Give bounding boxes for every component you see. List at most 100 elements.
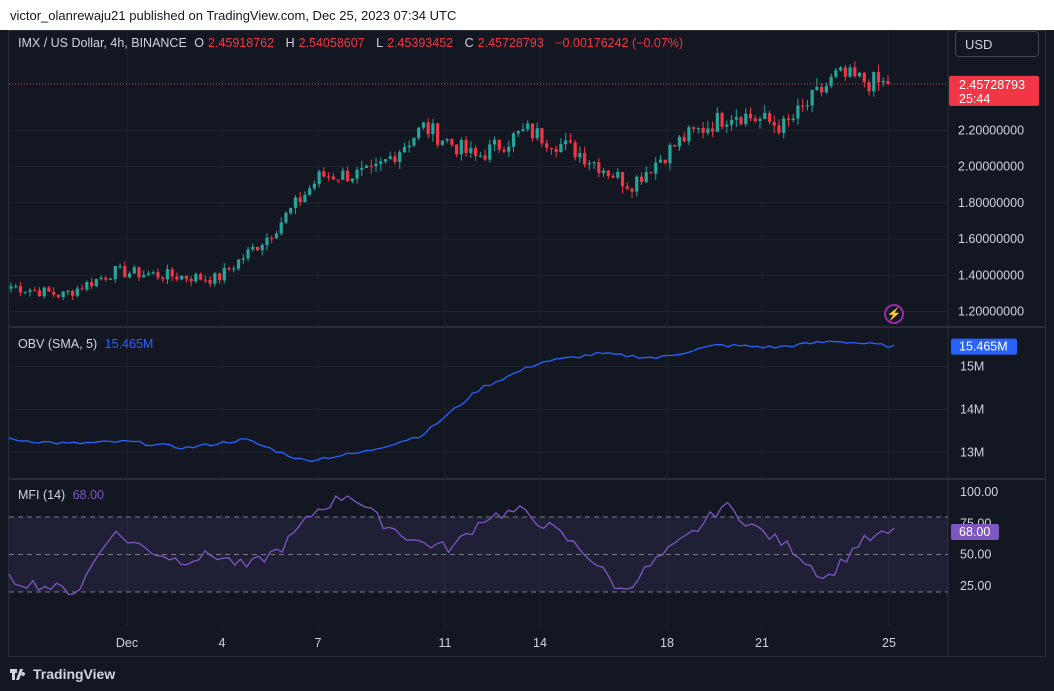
candle-body [37,290,42,297]
x-tick-label: Dec [116,636,138,650]
candle-body [331,176,335,180]
obv-tick-label: 15M [960,360,984,374]
candle-body [18,286,23,293]
candle-body [165,269,170,280]
candle-body [734,117,738,120]
candle-body [345,170,350,182]
candle-body [701,127,705,133]
candle-body [170,269,174,277]
candle-body [578,153,582,158]
candle-body [194,273,198,282]
mfi-tick-label: 25.00 [960,579,991,593]
mfi-label[interactable]: MFI (14) [18,488,66,502]
mfi-line [8,495,895,596]
candle-body [56,294,61,298]
candle-body [184,275,188,279]
candle-body [398,152,402,162]
price-tag-countdown: 25:44 [959,92,990,106]
candle-body [118,266,122,268]
candle-body [843,67,847,77]
candle-body [28,290,32,292]
candle-body [782,118,786,133]
candle-body [374,163,378,167]
candle-body [715,112,719,132]
candle-body [488,144,492,160]
candle-body [587,163,591,165]
candle-body [820,86,824,93]
candle-body [364,165,369,168]
candle-body [274,233,279,239]
candle-body [336,179,340,181]
low-value: 2.45393452 [387,36,454,50]
candle-body [564,140,568,145]
candle-body [635,176,639,192]
candle-body [431,123,435,135]
candle-body [436,123,440,145]
candle-body [412,137,416,146]
candle-body [426,122,430,135]
candle-body [630,188,634,192]
mfi-value: 68.00 [72,488,104,502]
price-tick-label: 2.00000000 [958,160,1024,174]
candle-body [583,153,587,165]
candle-body [260,245,264,251]
tradingview-wordmark: TradingView [33,666,116,682]
candle-body [146,273,151,275]
candle-body [99,277,103,280]
x-tick-label: 4 [219,636,226,650]
symbol-title[interactable]: IMX / US Dollar, 4h, BINANCE [18,36,187,50]
candle-body [601,170,606,173]
candle-body [341,170,345,180]
obv-label[interactable]: OBV (SMA, 5) [18,337,98,351]
candle-body [483,155,487,160]
candle-body [440,140,444,145]
candle-body [862,72,866,83]
obv-line [8,340,895,463]
high-key: H [285,36,295,50]
candle-body [867,82,871,92]
candle-body [654,162,658,174]
mfi-legend: MFI (14) 68.00 [18,488,104,502]
candle-body [857,72,862,77]
currency-button[interactable]: USD [955,31,1039,57]
candle-body [80,288,84,290]
candle-body [872,72,876,92]
candle-body [824,86,828,93]
candle-body [597,162,601,173]
candle-body [687,127,691,142]
candle-body [682,136,686,142]
candle-body [161,277,165,280]
obv-tick-label: 13M [960,445,984,459]
symbol-legend: IMX / US Dollar, 4h, BINANCE O 2.45918762… [18,36,687,50]
candle-body [611,175,615,178]
candle-body [284,212,288,223]
candle-body [312,183,316,189]
candle-body [834,70,838,77]
candle-body [692,127,696,129]
candle-body [241,258,245,260]
candle-body [303,194,307,203]
candle-body [492,139,497,145]
price-tick-label: 1.40000000 [958,268,1024,282]
lightning-icon[interactable]: ⚡ [884,304,904,324]
candle-body [66,290,70,292]
candle-body [796,105,800,119]
candle-body [658,159,663,163]
candle-body [113,266,117,280]
candle-body [592,162,596,164]
candle-body [94,279,98,287]
candle-body [744,113,748,125]
candle-body [767,112,772,122]
candle-body [175,276,179,280]
candle-body [720,112,724,127]
tradingview-logo-icon [10,669,26,680]
candle-body [388,156,392,160]
candle-body [545,143,549,148]
candle-body [772,121,776,126]
candle-body [360,167,364,170]
candle-body [180,275,184,280]
tradingview-logo[interactable]: TradingView [10,666,115,682]
close-key: C [464,36,474,50]
candle-body [52,291,56,295]
